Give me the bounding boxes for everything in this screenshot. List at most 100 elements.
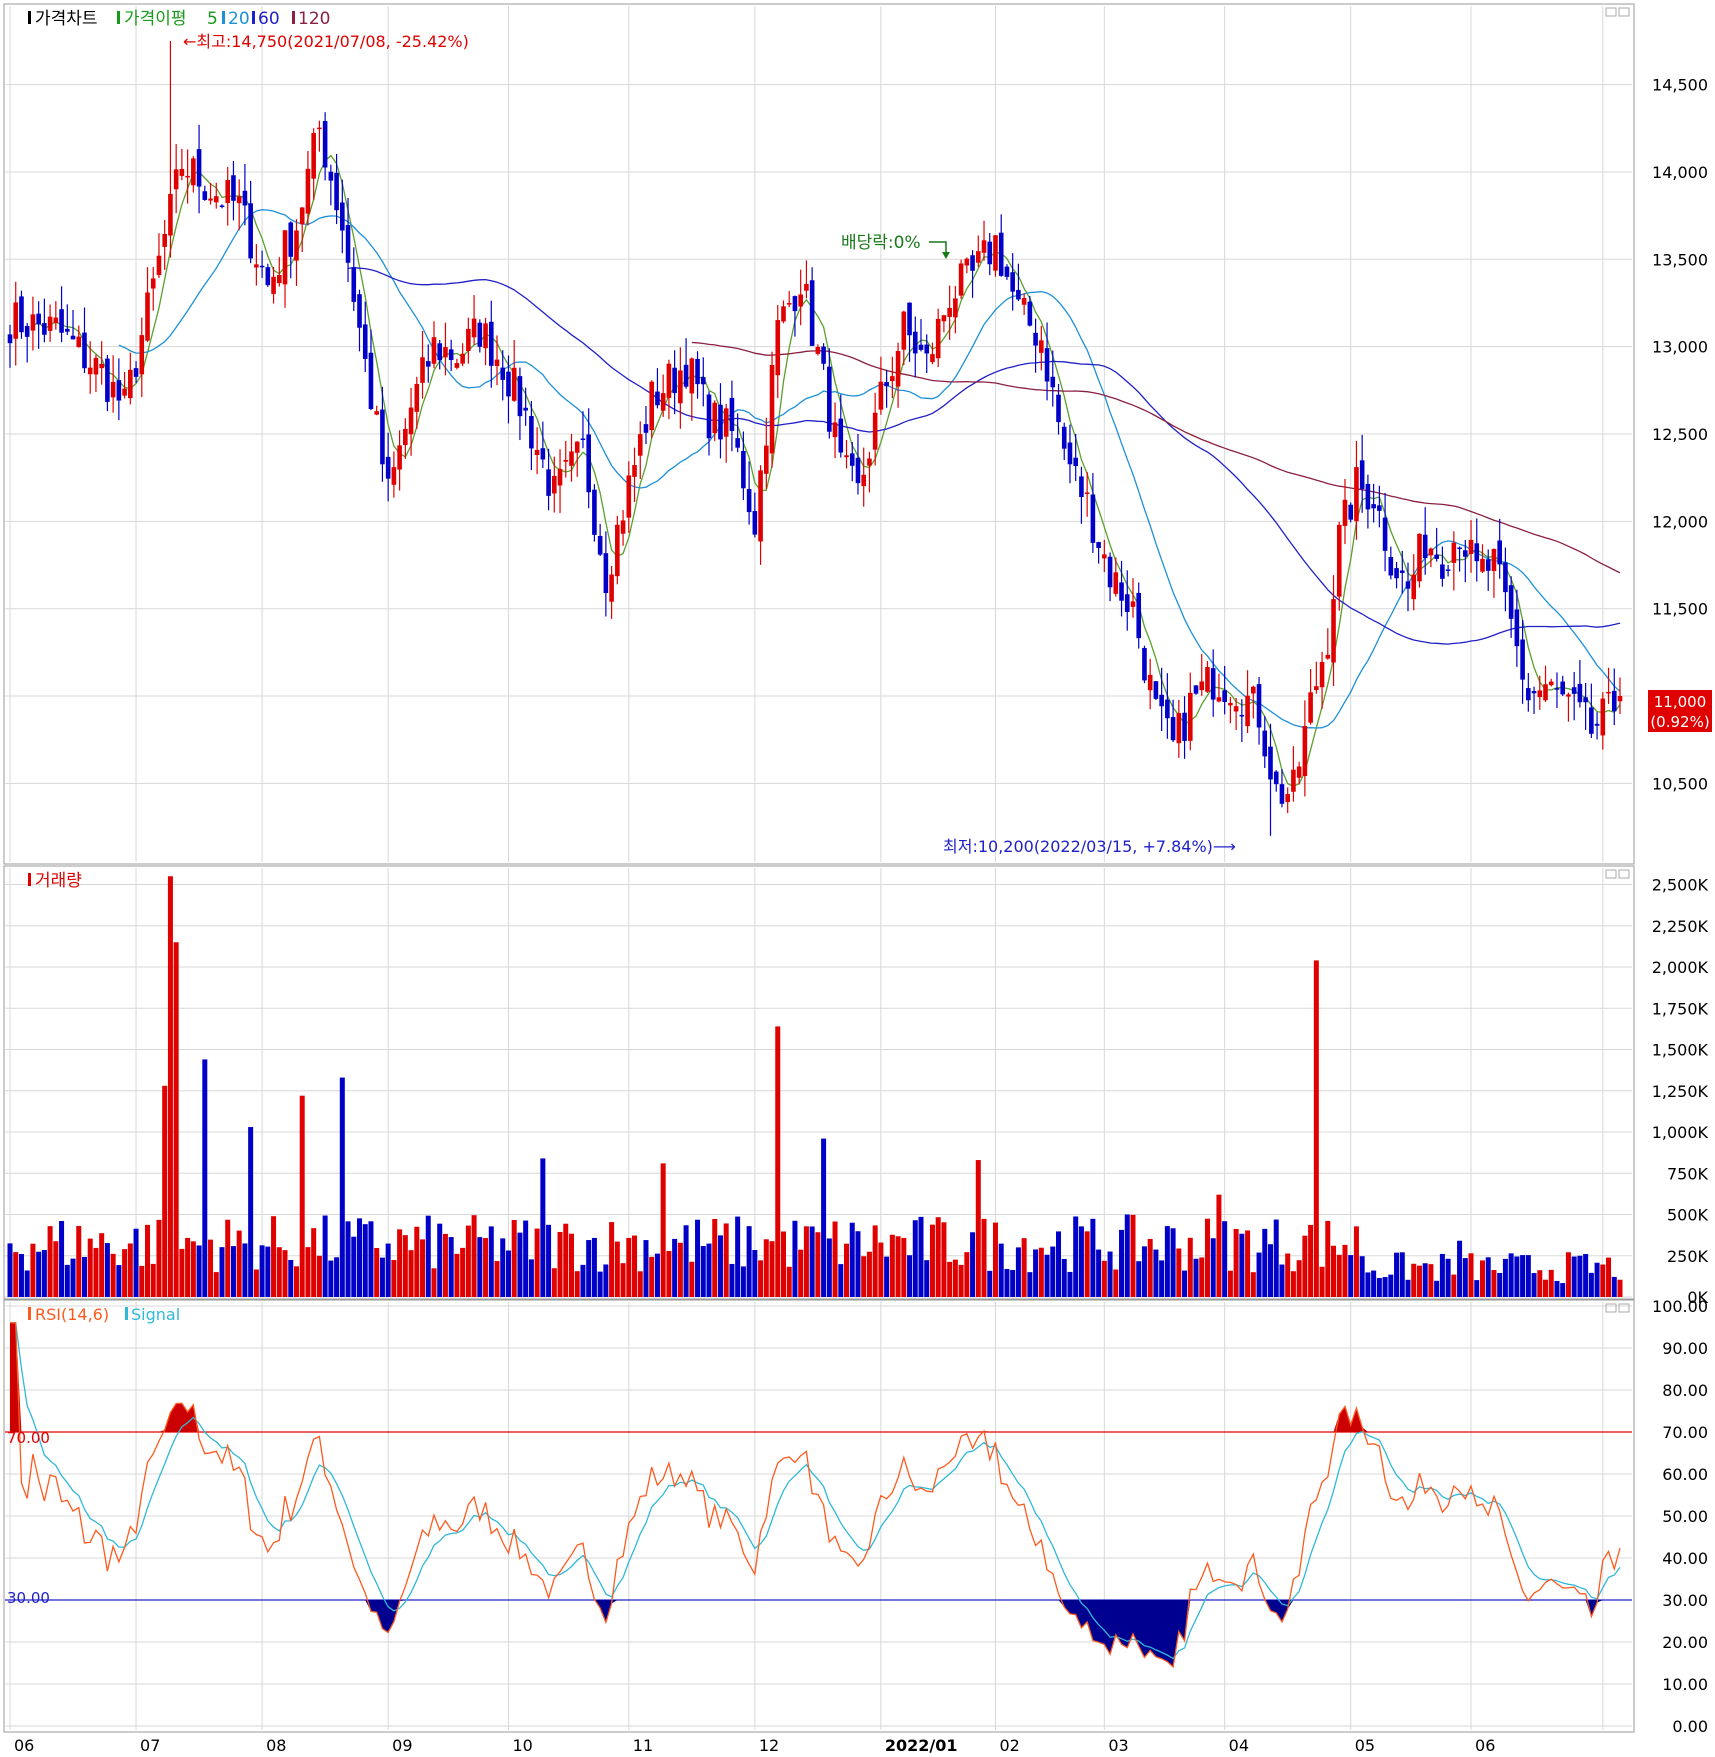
candle-body xyxy=(70,335,76,340)
candle-body xyxy=(1016,289,1021,300)
volume-bar xyxy=(253,1269,259,1297)
candle-body xyxy=(700,377,706,385)
volume-bar xyxy=(173,942,179,1297)
volume-bar xyxy=(24,1270,30,1297)
candle-body xyxy=(752,511,758,535)
candle-body xyxy=(792,296,798,312)
volume-bar xyxy=(13,1252,19,1297)
volume-bar xyxy=(322,1215,328,1297)
candle-body xyxy=(867,458,872,466)
candle-body xyxy=(861,474,867,487)
volume-bar xyxy=(540,1158,546,1297)
legend-marker-ma60 xyxy=(252,11,255,24)
volume-bar xyxy=(87,1238,93,1297)
candle-body xyxy=(380,409,385,465)
volume-bar xyxy=(1462,1258,1468,1297)
volume-bar xyxy=(448,1237,454,1297)
candle-body xyxy=(1520,639,1525,680)
volume-bar xyxy=(1245,1230,1251,1297)
candle-body xyxy=(1027,301,1033,326)
volume-bar xyxy=(236,1230,242,1297)
candle-body xyxy=(488,321,494,366)
candle-body xyxy=(935,318,941,359)
volume-bar xyxy=(511,1220,517,1297)
candle-body xyxy=(706,394,712,439)
candle-body xyxy=(122,388,127,396)
volume-bar xyxy=(1588,1272,1594,1297)
rsi-level-high-label: 70.00 xyxy=(7,1429,50,1447)
candle-body xyxy=(1147,674,1153,691)
volume-bar xyxy=(1439,1253,1445,1297)
volume-bar xyxy=(1554,1280,1560,1297)
candle-body xyxy=(340,202,345,231)
candle-body xyxy=(1457,547,1462,550)
legend-marker-volume xyxy=(28,873,31,886)
candle-body xyxy=(1422,534,1428,559)
candle-body xyxy=(1216,697,1222,702)
candle-body xyxy=(1210,668,1216,700)
volume-bar xyxy=(803,1226,809,1297)
volume-bar xyxy=(597,1271,603,1297)
candle-body xyxy=(1130,601,1136,607)
volume-bar xyxy=(872,1225,878,1297)
rsi-tick-label: 30.00 xyxy=(1662,1591,1708,1610)
volume-bar xyxy=(855,1231,861,1297)
candle-body xyxy=(288,222,294,257)
volume-bar xyxy=(1365,1272,1371,1297)
volume-bar xyxy=(723,1223,729,1297)
legend-marker-signal xyxy=(125,1307,128,1320)
candle-body xyxy=(1354,467,1359,522)
volume-bar xyxy=(523,1220,529,1297)
candle-body xyxy=(64,328,70,332)
volume-bar xyxy=(408,1250,414,1297)
volume-bar xyxy=(1543,1279,1549,1297)
rsi-tick-label: 0.00 xyxy=(1672,1717,1708,1736)
volume-bar xyxy=(1336,1254,1342,1297)
ma20-line xyxy=(118,209,1621,729)
volume-bar xyxy=(643,1240,649,1297)
volume-bar xyxy=(219,1247,225,1297)
candle-body xyxy=(953,298,958,318)
rsi-lines xyxy=(10,1322,1621,1669)
volume-bar xyxy=(1279,1264,1285,1297)
ma60-line xyxy=(347,267,1621,645)
candle-body xyxy=(282,230,288,285)
volume-bar xyxy=(1565,1252,1571,1297)
volume-bar xyxy=(1611,1276,1617,1297)
price-close-button[interactable] xyxy=(1618,7,1630,17)
volume-bar xyxy=(357,1218,363,1297)
volume-bar xyxy=(844,1243,850,1297)
volume-bar xyxy=(1124,1214,1130,1297)
volume-bar xyxy=(76,1225,82,1297)
volume-bar xyxy=(1182,1270,1188,1297)
price-minimize-button[interactable] xyxy=(1605,7,1617,17)
candle-body xyxy=(471,318,477,338)
volume-bar xyxy=(1514,1256,1520,1297)
candle-body xyxy=(964,258,970,266)
volume-bar xyxy=(362,1224,368,1297)
candle-body xyxy=(1497,540,1502,565)
volume-bar xyxy=(901,1237,907,1297)
candle-body xyxy=(213,196,219,203)
ma120-line xyxy=(691,341,1621,574)
volume-bar xyxy=(53,1241,59,1297)
panel-buttons[interactable] xyxy=(1605,7,1630,1313)
volume-bar xyxy=(442,1233,448,1297)
volume-bar xyxy=(122,1249,128,1297)
candle-body xyxy=(1514,609,1520,647)
candle-body xyxy=(1451,542,1457,563)
price-tick-label: 13,000 xyxy=(1652,338,1708,357)
candle-body xyxy=(334,172,339,211)
volume-minimize-button[interactable] xyxy=(1605,869,1617,879)
volume-bar xyxy=(328,1260,334,1297)
rsi-close-button[interactable] xyxy=(1618,1303,1630,1313)
volume-tick-label: 250K xyxy=(1667,1247,1709,1266)
volume-close-button[interactable] xyxy=(1618,869,1630,879)
volume-bar xyxy=(1617,1279,1623,1297)
volume-bar xyxy=(706,1243,712,1297)
volume-bar xyxy=(505,1250,511,1297)
candle-body xyxy=(930,354,935,363)
volume-bar xyxy=(924,1260,930,1297)
legend-marker-ma20 xyxy=(222,11,225,24)
rsi-minimize-button[interactable] xyxy=(1605,1303,1617,1313)
